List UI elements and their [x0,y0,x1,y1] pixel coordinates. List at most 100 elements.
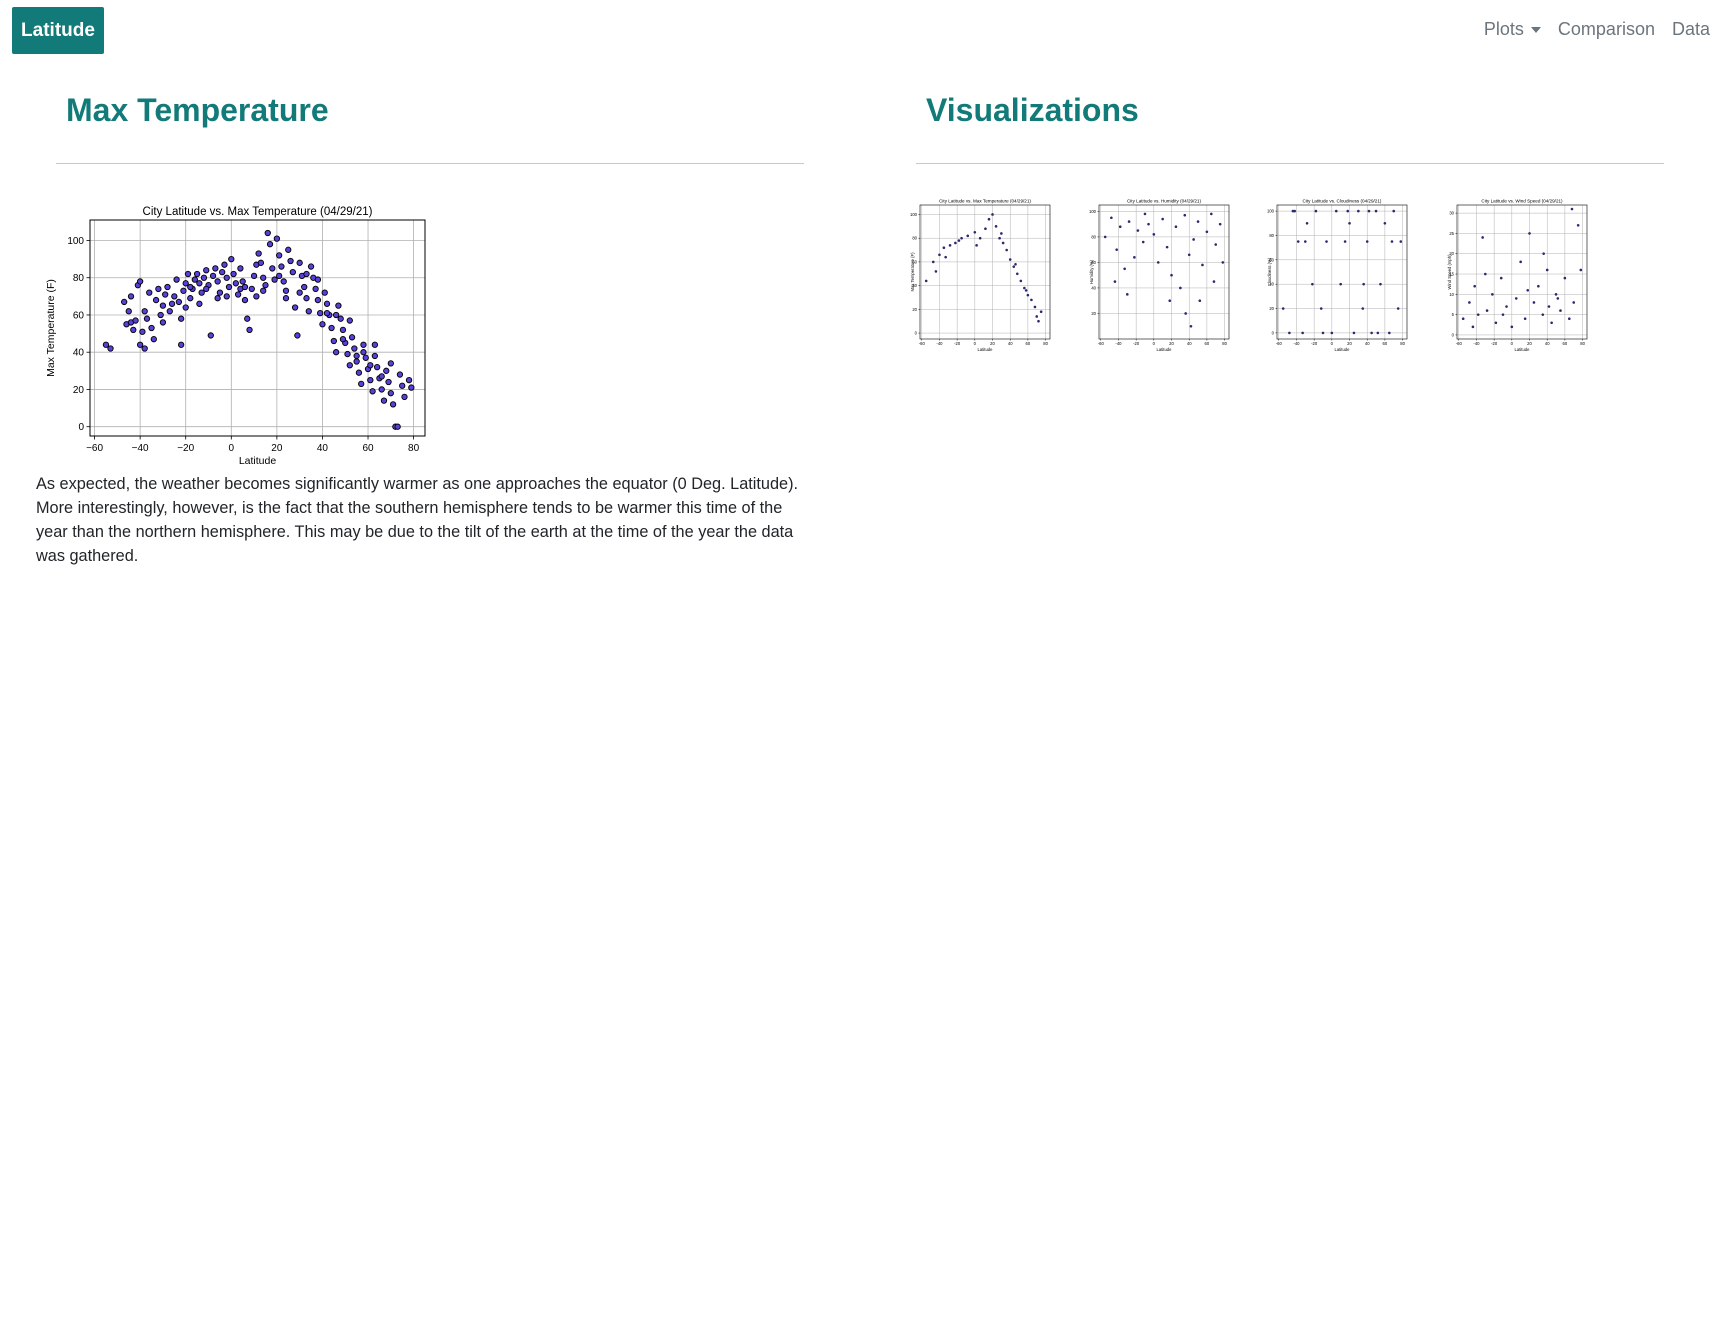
data-point [193,270,201,278]
data-point [1390,240,1394,243]
data-point [408,384,415,391]
data-point [323,309,331,317]
data-point [367,376,374,384]
data-point [1348,221,1351,225]
data-point [1125,293,1129,296]
thumb-cloudiness-svg: -60 -40 -20 0 20 40 60 80 0 20 40 60 80 100 City Latit… [1267,199,1408,352]
data-point [378,373,385,380]
brand-link[interactable]: Latitude [12,7,104,54]
data-point [159,319,167,326]
data-point [994,225,998,228]
x-tick-label: -60 [919,341,926,346]
thumb-wind-speed[interactable]: -60 -40 -20 0 20 40 60 80 0 5 10 15 20 25 30 City Latit… [1445,193,1590,359]
data-point [1291,209,1295,213]
x-tick-label: 0 [1511,341,1514,346]
data-point [1136,229,1140,232]
x-tick-label: 0 [1153,341,1156,346]
data-point [1365,240,1369,243]
data-point [234,291,242,298]
chart-title: City Latitude vs. Max Temperature (04/29… [143,206,373,218]
x-tick-label: -60 [1276,341,1283,346]
x-tick-label: −40 [132,443,149,454]
data-point [239,278,246,285]
data-point [244,315,251,322]
data-point [1214,243,1218,246]
data-point [296,289,303,296]
data-point [355,369,363,376]
data-point [1396,307,1400,310]
data-point [301,283,308,291]
x-axis-label: Latitude [978,347,994,352]
x-tick-label: 20 [1169,341,1174,346]
data-point [278,263,285,270]
data-point [1501,313,1505,316]
thumb-cloudiness[interactable]: -60 -40 -20 0 20 40 60 80 0 20 40 60 80 100 City Latit… [1265,193,1410,359]
data-point [353,358,360,365]
x-axis-label: Latitude [1335,347,1351,352]
data-point [164,283,171,291]
x-tick-label: 80 [1580,341,1585,346]
data-link[interactable]: Data [1671,19,1710,39]
x-tick-label: 60 [1383,341,1388,346]
data-point [136,341,144,348]
data-point [1113,280,1117,283]
data-point [1346,209,1350,213]
data-point [399,382,406,389]
data-point [232,280,240,287]
y-tick-label: 40 [1091,285,1096,290]
x-tick-label: 80 [1043,341,1048,346]
y-tick-label: 0 [78,422,84,433]
data-point [237,265,244,272]
y-tick-label: 20 [1449,251,1454,256]
chart-title: City Latitude vs. Wind Speed (04/29/21) [1481,199,1563,204]
data-point [1024,289,1028,292]
data-point [230,270,237,278]
thumb-max-temperature[interactable]: -60 -40 -20 0 20 40 60 80 0 20 40 60 80 100 City Latit… [908,193,1053,359]
y-tick-label: 100 [67,236,84,247]
data-point [1205,230,1209,234]
data-point [1221,261,1225,264]
data-point [152,296,160,304]
data-point [102,341,110,348]
data-point [1321,331,1325,335]
data-point [289,268,296,276]
data-point [307,263,315,270]
plots-dropdown[interactable]: Plots [1484,19,1541,40]
data-point [257,259,265,266]
data-point [1468,301,1471,304]
data-point [1559,309,1562,312]
x-tick-label: 80 [1222,341,1227,346]
chart-title: City Latitude vs. Cloudiness (04/29/21) [1303,199,1382,204]
data-point [339,326,347,334]
x-tick-label: 0 [1331,341,1334,346]
caret-down-icon [1530,27,1541,33]
data-point [250,272,258,280]
data-point [273,235,281,242]
data-point [175,298,183,306]
data-point [280,278,287,285]
x-tick-label: -20 [954,341,961,346]
data-point [296,259,303,266]
x-tick-label: 20 [990,341,995,346]
y-tick-label: 40 [1269,282,1274,287]
data-point [1556,297,1560,300]
thumb-humidity-svg: -60 -40 -20 0 20 40 60 80 20 40 60 80 100 City Latitu… [1089,199,1230,352]
x-tick-label: −60 [86,443,103,454]
data-point [378,386,385,393]
data-point [271,276,278,283]
data-point [383,367,390,374]
data-point [1370,331,1373,335]
data-point [1526,288,1530,292]
data-point [1528,232,1531,235]
data-point [1523,317,1527,320]
data-point [1026,293,1030,297]
data-point [1196,220,1200,223]
data-point [136,278,144,285]
thumb-humidity[interactable]: -60 -40 -20 0 20 40 60 80 20 40 60 80 100 City Latitu… [1087,193,1232,359]
y-tick-label: 100 [1267,209,1275,214]
data-point [1483,272,1487,276]
data-point [223,293,230,300]
data-point [146,289,153,296]
comparison-link[interactable]: Comparison [1557,19,1655,39]
data-point [339,336,347,343]
